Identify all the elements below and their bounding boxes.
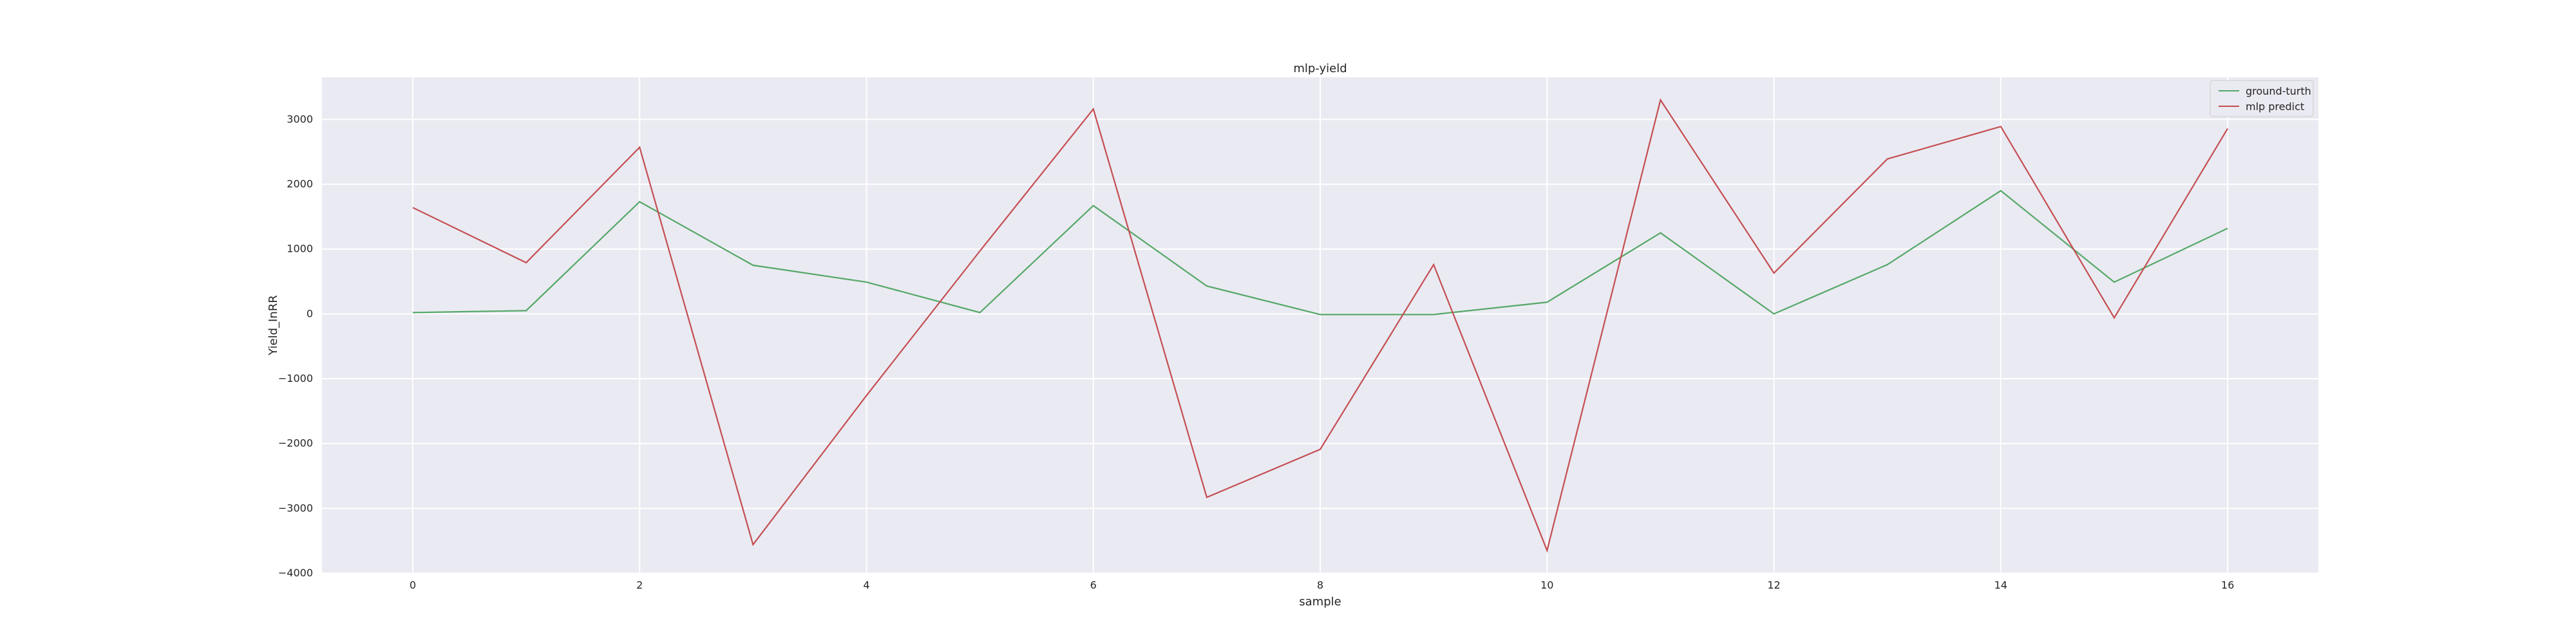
series-line-mlp-predict — [412, 98, 2229, 553]
x-tick-label: 6 — [1090, 579, 1097, 591]
legend: ground-turth mlp predict — [2210, 80, 2314, 117]
x-tick-label: 10 — [1540, 579, 1553, 591]
y-tick-label: −2000 — [278, 437, 313, 450]
series-lines — [412, 98, 2229, 553]
x-tick-labels: 0 2 4 6 8 10 12 14 16 — [410, 579, 2234, 591]
x-tick-label: 12 — [1767, 579, 1780, 591]
y-tick-label: 0 — [307, 307, 313, 319]
chart-title: mlp-yield — [1293, 62, 1347, 75]
x-tick-label: 0 — [410, 579, 416, 591]
legend-box — [2210, 80, 2314, 117]
x-tick-label: 14 — [1994, 579, 2007, 591]
y-tick-label: 2000 — [287, 178, 313, 190]
y-tick-label: −3000 — [278, 502, 313, 514]
x-tick-label: 2 — [636, 579, 643, 591]
y-tick-label: 3000 — [287, 113, 313, 125]
x-tick-label: 8 — [1317, 579, 1323, 591]
y-tick-labels: −4000 −3000 −2000 −1000 0 1000 2000 3000 — [278, 113, 313, 579]
y-axis-label: Yield_InRR — [267, 295, 280, 356]
legend-label-ground-turth: ground-turth — [2246, 85, 2311, 97]
y-tick-label: 1000 — [287, 243, 313, 255]
y-tick-label: −4000 — [278, 567, 313, 579]
series-line-ground-turth — [412, 189, 2228, 316]
legend-label-mlp-predict: mlp predict — [2246, 100, 2304, 113]
x-tick-label: 4 — [863, 579, 869, 591]
y-tick-label: −1000 — [278, 372, 313, 384]
x-tick-label: 16 — [2221, 579, 2234, 591]
x-axis-label: sample — [1299, 595, 1341, 609]
